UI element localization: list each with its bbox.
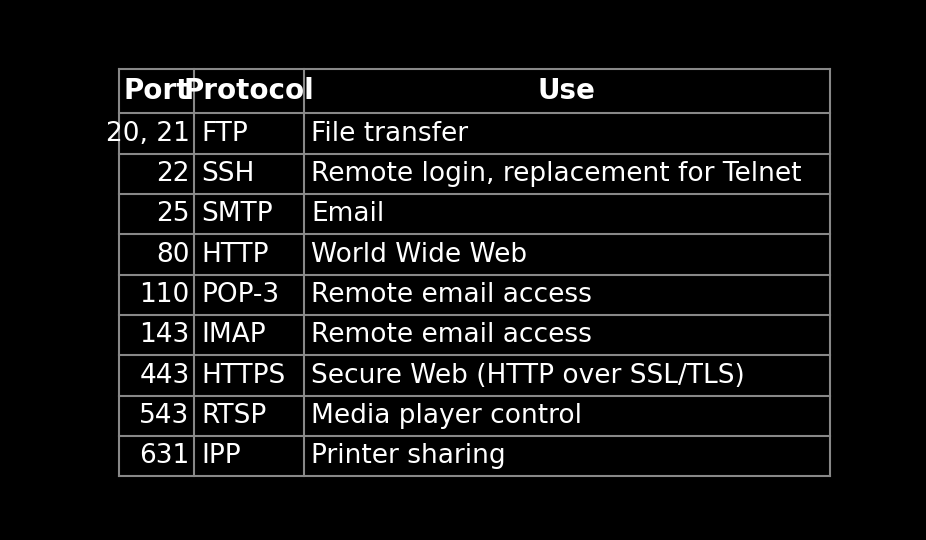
Text: 543: 543 [140,403,190,429]
Bar [119,113,830,154]
Text: IMAP: IMAP [201,322,266,348]
Text: 20, 21: 20, 21 [106,120,190,146]
Text: Secure Web (HTTP over SSL/TLS): Secure Web (HTTP over SSL/TLS) [311,362,745,389]
Bar [119,396,830,436]
Bar [119,315,830,355]
Text: 80: 80 [156,241,190,267]
Text: Port: Port [123,77,190,105]
Text: Printer sharing: Printer sharing [311,443,506,469]
Text: Protocol: Protocol [183,77,314,105]
Text: 22: 22 [156,161,190,187]
Text: RTSP: RTSP [201,403,267,429]
Text: Use: Use [538,77,595,105]
Text: 631: 631 [140,443,190,469]
Text: POP-3: POP-3 [201,282,280,308]
Bar [119,194,830,234]
Text: Remote login, replacement for Telnet: Remote login, replacement for Telnet [311,161,802,187]
Bar [119,355,830,396]
Text: SMTP: SMTP [201,201,273,227]
Text: 143: 143 [140,322,190,348]
Bar [119,69,830,113]
Text: SSH: SSH [201,161,255,187]
Text: 110: 110 [140,282,190,308]
Text: 443: 443 [140,362,190,389]
Text: World Wide Web: World Wide Web [311,241,528,267]
Bar [119,234,830,275]
Bar [119,275,830,315]
Text: HTTPS: HTTPS [201,362,285,389]
Text: Email: Email [311,201,384,227]
Text: FTP: FTP [201,120,248,146]
Text: HTTP: HTTP [201,241,269,267]
Text: 25: 25 [156,201,190,227]
Text: IPP: IPP [201,443,241,469]
Text: Media player control: Media player control [311,403,582,429]
Text: File transfer: File transfer [311,120,469,146]
Bar [119,154,830,194]
Text: Remote email access: Remote email access [311,322,592,348]
Text: Remote email access: Remote email access [311,282,592,308]
Bar [119,436,830,476]
